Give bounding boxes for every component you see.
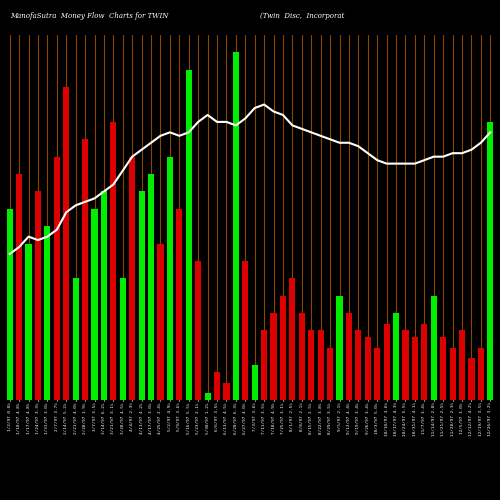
Bar [16, 174, 22, 400]
Bar [158, 244, 164, 400]
Bar [430, 296, 437, 400]
Bar [336, 296, 342, 400]
Bar [290, 278, 296, 400]
Bar [487, 122, 494, 400]
Bar [242, 261, 248, 400]
Bar [6, 209, 13, 400]
Bar [364, 338, 371, 400]
Bar [318, 330, 324, 400]
Bar [270, 313, 276, 400]
Bar [412, 338, 418, 400]
Bar [72, 278, 78, 400]
Bar [138, 192, 144, 400]
Bar [101, 192, 107, 400]
Bar [54, 156, 60, 400]
Bar [224, 382, 230, 400]
Bar [214, 372, 220, 400]
Bar [233, 52, 239, 400]
Bar [280, 296, 286, 400]
Bar [26, 244, 32, 400]
Bar [167, 156, 173, 400]
Bar [440, 338, 446, 400]
Bar [422, 324, 428, 400]
Bar [459, 330, 465, 400]
Bar [120, 278, 126, 400]
Bar [148, 174, 154, 400]
Bar [450, 348, 456, 400]
Text: ManofaSutra  Money Flow  Charts for TWIN: ManofaSutra Money Flow Charts for TWIN [10, 12, 168, 20]
Bar [35, 192, 41, 400]
Bar [82, 140, 88, 400]
Bar [204, 393, 210, 400]
Bar [308, 330, 314, 400]
Bar [252, 365, 258, 400]
Bar [374, 348, 380, 400]
Bar [356, 330, 362, 400]
Bar [186, 70, 192, 400]
Bar [478, 348, 484, 400]
Bar [261, 330, 267, 400]
Bar [402, 330, 408, 400]
Bar [176, 209, 182, 400]
Bar [393, 313, 399, 400]
Bar [468, 358, 474, 400]
Bar [384, 324, 390, 400]
Bar [44, 226, 51, 400]
Bar [110, 122, 116, 400]
Bar [129, 156, 136, 400]
Bar [195, 261, 201, 400]
Bar [299, 313, 305, 400]
Text: (Twin  Disc,  Incorporat: (Twin Disc, Incorporat [260, 12, 344, 20]
Bar [92, 209, 98, 400]
Bar [63, 87, 70, 400]
Bar [327, 348, 333, 400]
Bar [346, 313, 352, 400]
